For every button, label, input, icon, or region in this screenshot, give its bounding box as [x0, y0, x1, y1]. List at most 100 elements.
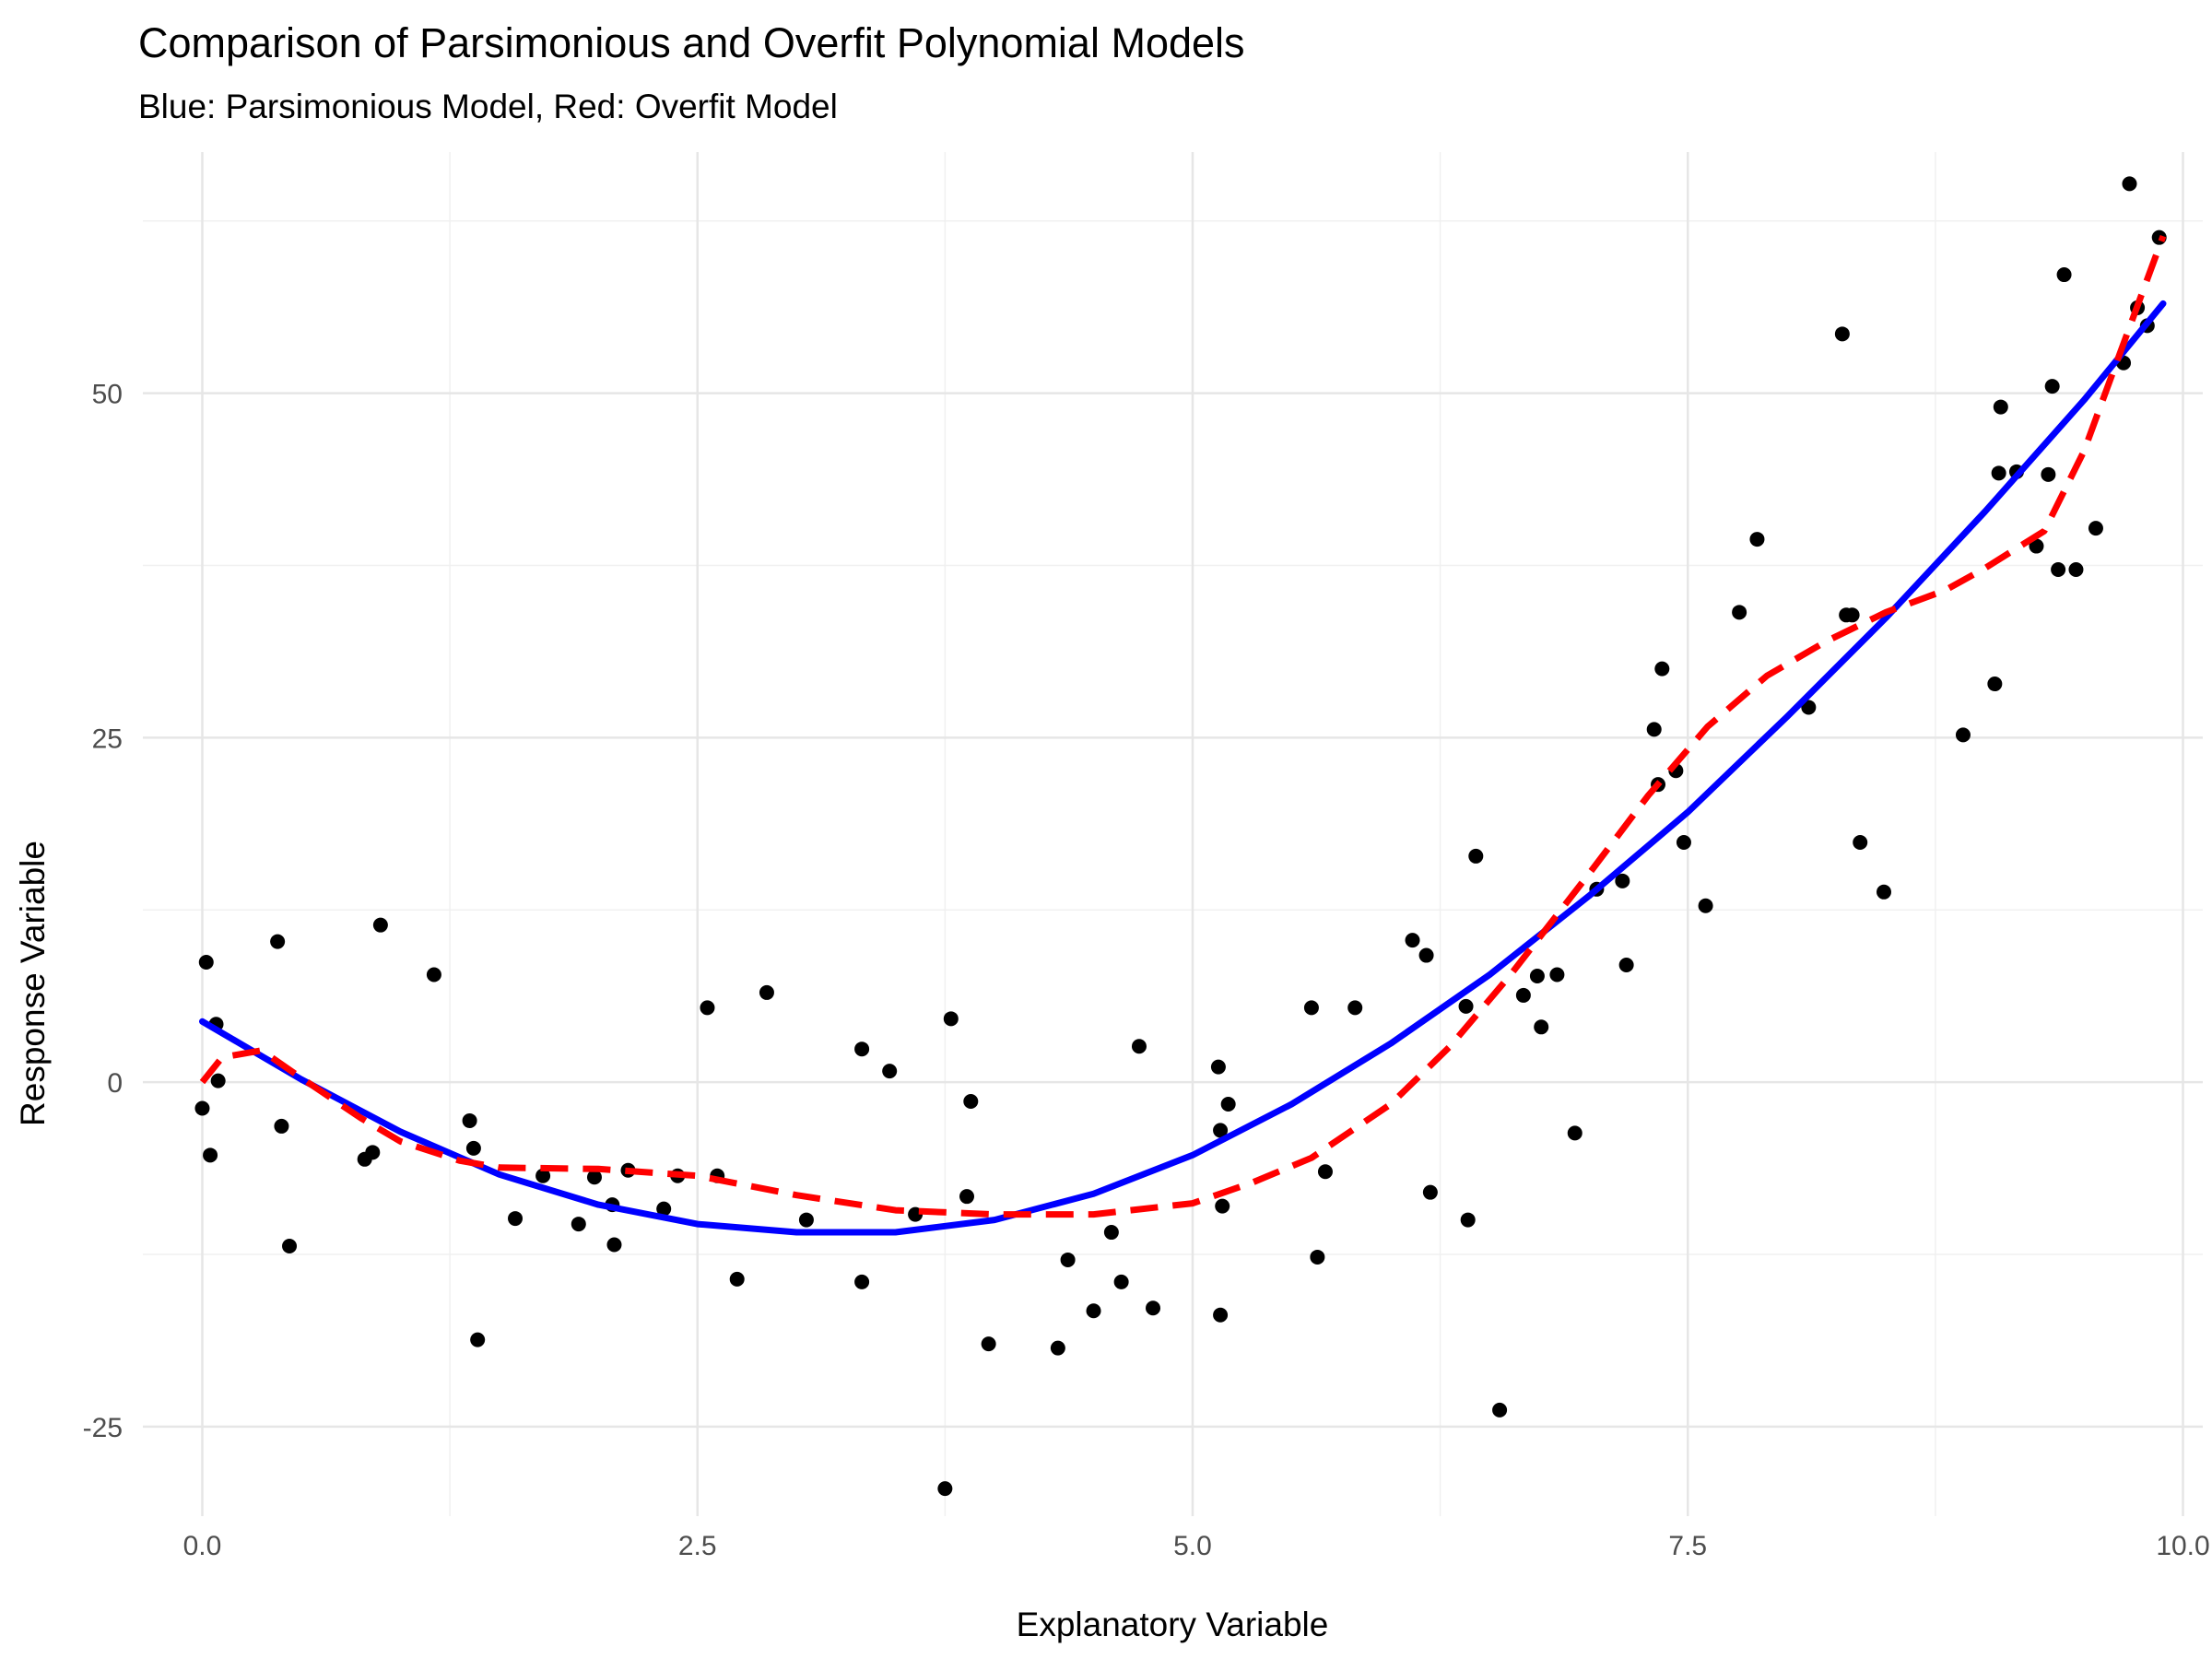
data-point [1215, 1198, 1230, 1214]
data-point [1103, 1225, 1119, 1241]
data-point [798, 1212, 814, 1228]
data-point [1834, 326, 1850, 342]
data-point [1676, 834, 1691, 850]
data-point [1460, 1212, 1476, 1228]
data-point [1060, 1252, 1076, 1267]
data-point [2029, 538, 2044, 554]
data-point [1317, 1164, 1333, 1180]
data-point [1749, 532, 1765, 547]
data-point [282, 1238, 298, 1253]
x-axis-title: Explanatory Variable [1017, 1606, 1329, 1643]
data-point [1492, 1402, 1508, 1418]
data-point [2068, 561, 2084, 577]
data-point [1534, 1019, 1549, 1035]
data-point [1987, 677, 2003, 692]
overfit-model-line [199, 234, 2167, 1218]
data-point [1086, 1303, 1101, 1319]
data-point [882, 1064, 898, 1079]
data-point [270, 934, 286, 949]
data-point [1801, 700, 1817, 715]
data-point [937, 1481, 953, 1497]
data-point [535, 1168, 551, 1183]
chart-title: Comparison of Parsimonious and Overfit P… [138, 19, 1245, 66]
data-point [508, 1211, 524, 1227]
data-points [194, 176, 2167, 1497]
data-point [1347, 1000, 1363, 1016]
data-point [1877, 884, 1892, 900]
data-point [963, 1094, 979, 1110]
data-point [1853, 834, 1868, 850]
grid [143, 152, 2203, 1516]
data-point [2056, 267, 2072, 283]
data-point [194, 1100, 210, 1116]
data-point [854, 1041, 870, 1057]
data-point [1113, 1274, 1129, 1289]
data-point [1405, 933, 1420, 948]
data-point [1220, 1097, 1236, 1112]
data-point [1213, 1307, 1229, 1323]
x-tick-label: 7.5 [1668, 1531, 1707, 1561]
data-point [2041, 466, 2056, 482]
data-point [1050, 1340, 1065, 1356]
data-point [1310, 1249, 1325, 1265]
data-point [1213, 1123, 1229, 1138]
data-point [1615, 873, 1630, 888]
data-point [465, 1140, 481, 1156]
data-point [700, 1000, 715, 1016]
x-tick-label: 5.0 [1173, 1531, 1212, 1561]
data-point [1732, 605, 1747, 620]
y-axis-title: Response Variable [14, 841, 52, 1126]
data-point [586, 1170, 602, 1185]
data-point [462, 1112, 477, 1128]
chart-subtitle: Blue: Parsimonious Model, Red: Overfit M… [138, 88, 838, 125]
data-point [729, 1271, 745, 1287]
data-point [274, 1118, 289, 1134]
data-point [1418, 947, 1434, 963]
data-point [1698, 898, 1713, 913]
data-point [1210, 1059, 1226, 1075]
data-point [210, 1073, 226, 1088]
data-point [1468, 848, 1484, 864]
data-point [1993, 399, 2008, 415]
data-point [2044, 379, 2060, 394]
data-point [981, 1336, 996, 1352]
x-tick-label: 2.5 [678, 1531, 717, 1561]
y-tick-label: 50 [92, 380, 123, 410]
data-point [854, 1274, 870, 1289]
data-point [1844, 607, 1860, 623]
data-point [198, 955, 214, 971]
data-point [2051, 561, 2066, 577]
data-point [943, 1011, 959, 1027]
data-point [426, 967, 441, 982]
data-point [372, 917, 388, 933]
data-point [470, 1332, 486, 1347]
data-point [1422, 1184, 1438, 1200]
data-point [365, 1145, 381, 1160]
data-point [1131, 1039, 1147, 1054]
tick-labels: 0.0 2.5 5.0 7.5 10.0 -25 0 25 50 [83, 380, 2210, 1561]
x-tick-label: 10.0 [2156, 1531, 2209, 1561]
data-point [759, 984, 774, 1000]
data-point [1567, 1125, 1583, 1141]
data-point [606, 1237, 622, 1253]
y-tick-label: 0 [107, 1068, 123, 1099]
data-point [1618, 958, 1634, 973]
data-point [656, 1201, 672, 1217]
x-tick-label: 0.0 [183, 1531, 222, 1561]
data-point [959, 1189, 974, 1205]
data-point [2122, 176, 2137, 192]
data-point [1515, 987, 1531, 1003]
data-point [203, 1147, 218, 1163]
data-point [1654, 661, 1670, 677]
fit-lines [199, 234, 2167, 1236]
data-point [571, 1217, 586, 1232]
data-point [1146, 1300, 1161, 1316]
data-point [2088, 521, 2103, 536]
data-point [1549, 967, 1565, 982]
y-tick-label: 25 [92, 724, 123, 754]
data-point [1955, 727, 1971, 743]
data-point [1458, 998, 1474, 1014]
parsimonious-model-line [199, 300, 2167, 1236]
